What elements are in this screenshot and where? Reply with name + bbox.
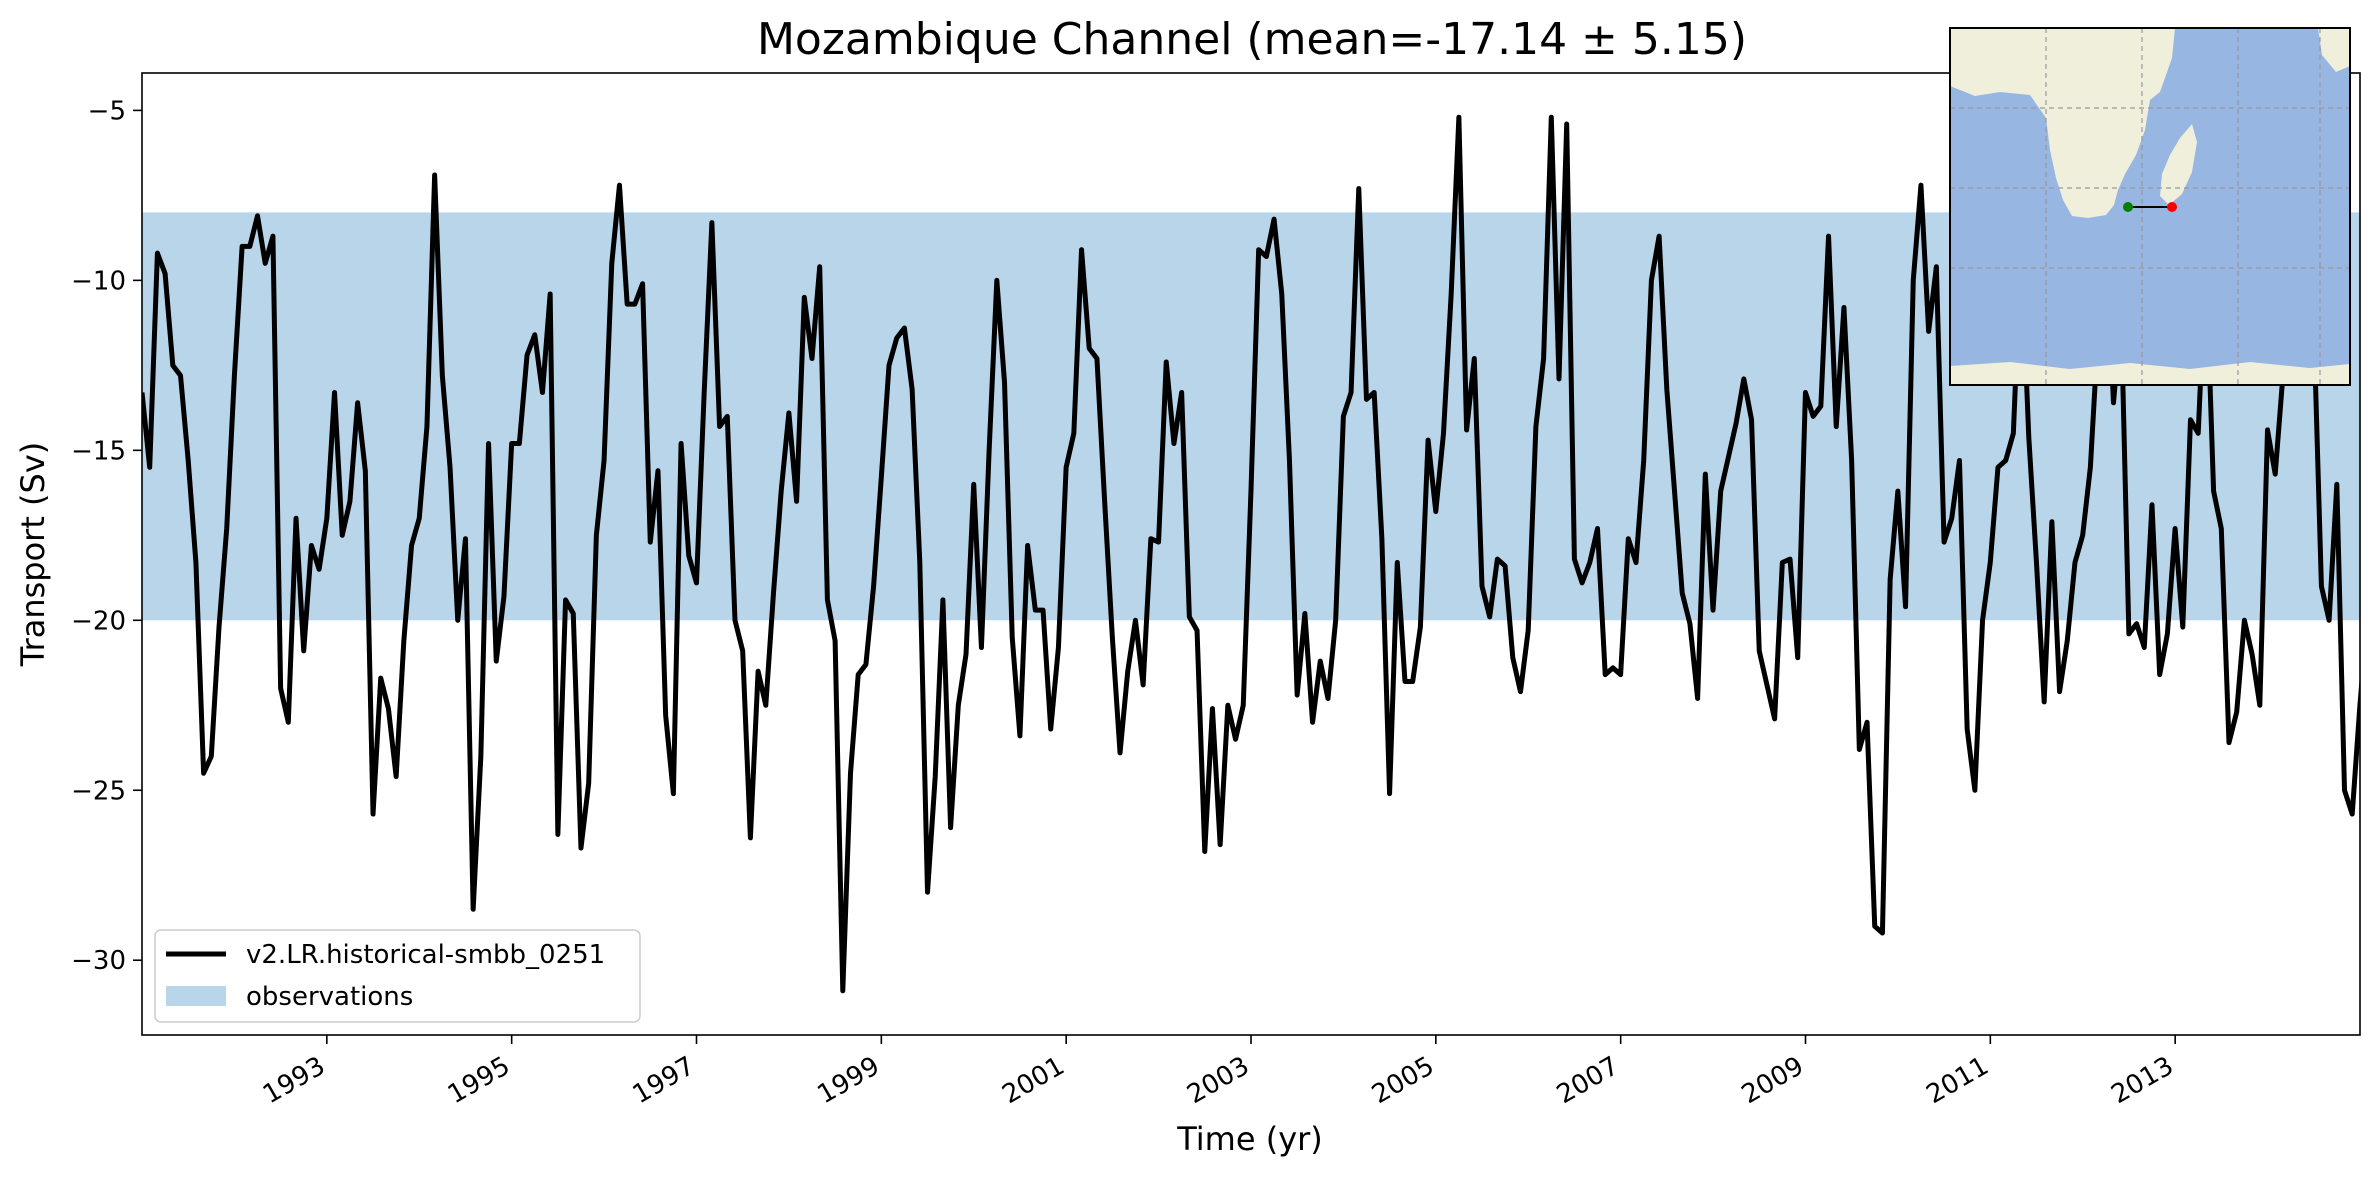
map-land-antarctica — [1950, 362, 2350, 385]
legend-observations-label: observations — [246, 982, 413, 1012]
y-tick-label: −25 — [71, 776, 126, 806]
x-axis-label: Time (yr) — [1176, 1120, 1323, 1158]
chart-title: Mozambique Channel (mean=-17.14 ± 5.15) — [757, 14, 1747, 65]
x-tick-label: 2013 — [2106, 1051, 2178, 1110]
x-tick-label: 2007 — [1552, 1051, 1624, 1110]
y-tick-label: −10 — [71, 266, 126, 296]
x-tick-label: 1993 — [258, 1051, 330, 1110]
y-tick-label: −15 — [71, 436, 126, 466]
legend-box — [154, 929, 641, 1023]
map-gridlines — [1950, 28, 2350, 385]
y-tick-label: −30 — [71, 946, 126, 976]
legend: v2.LR.historical-smbb_0251 observations — [154, 929, 641, 1023]
inset-map-frame — [1949, 27, 2351, 386]
x-tick-label: 2011 — [1922, 1051, 1994, 1110]
map-land-arabia — [2318, 28, 2350, 72]
map-section-start-point — [2123, 202, 2133, 212]
inset-map — [1949, 27, 2351, 386]
x-tick-label: 2009 — [1737, 1051, 1809, 1110]
y-tick-label: −20 — [71, 606, 126, 636]
x-tick-label: 1997 — [628, 1051, 700, 1110]
x-axis-ticks: 1993 1995 1997 1999 2001 2003 2005 2007 2009 2011… — [258, 1035, 2179, 1110]
x-tick-label: 2001 — [997, 1051, 1069, 1110]
legend-series-label: v2.LR.historical-smbb_0251 — [246, 940, 605, 970]
series-line — [142, 114, 2360, 994]
y-axis-label: Transport (Sv) — [14, 442, 52, 668]
map-land-madagascar — [2160, 124, 2197, 205]
map-land-africa — [1950, 28, 2175, 218]
y-axis-ticks: −5 −10 −15 −20 −25 −30 — [71, 96, 142, 976]
y-tick-label: −5 — [88, 96, 126, 126]
x-tick-label: 2003 — [1182, 1051, 1254, 1110]
map-section-end-point — [2167, 202, 2177, 212]
x-tick-label: 1999 — [813, 1051, 885, 1110]
x-tick-label: 2005 — [1367, 1051, 1439, 1110]
x-tick-label: 1995 — [443, 1051, 515, 1110]
legend-band-swatch — [166, 986, 226, 1006]
